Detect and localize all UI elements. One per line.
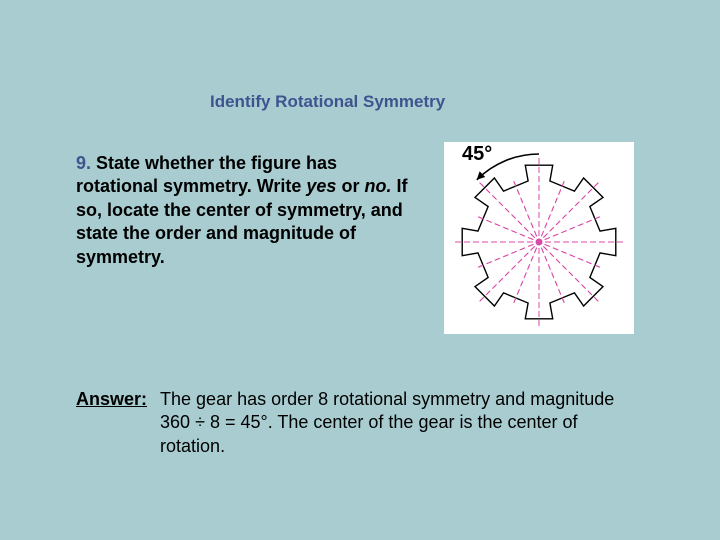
- gear-figure: 45°: [444, 142, 634, 334]
- question-number: 9.: [76, 153, 91, 173]
- answer-block: Answer: The gear has order 8 rotational …: [76, 388, 656, 458]
- question-or: or: [336, 176, 364, 196]
- slide-title: Identify Rotational Symmetry: [210, 92, 445, 112]
- answer-text: The gear has order 8 rotational symmetry…: [160, 388, 640, 458]
- question-no: no.: [364, 176, 391, 196]
- answer-label: Answer:: [76, 388, 147, 411]
- question-part1: State whether the figure has rotational …: [76, 153, 337, 196]
- svg-text:45°: 45°: [462, 143, 492, 165]
- question-text: 9. State whether the figure has rotation…: [76, 152, 416, 269]
- question-yes: yes: [306, 176, 336, 196]
